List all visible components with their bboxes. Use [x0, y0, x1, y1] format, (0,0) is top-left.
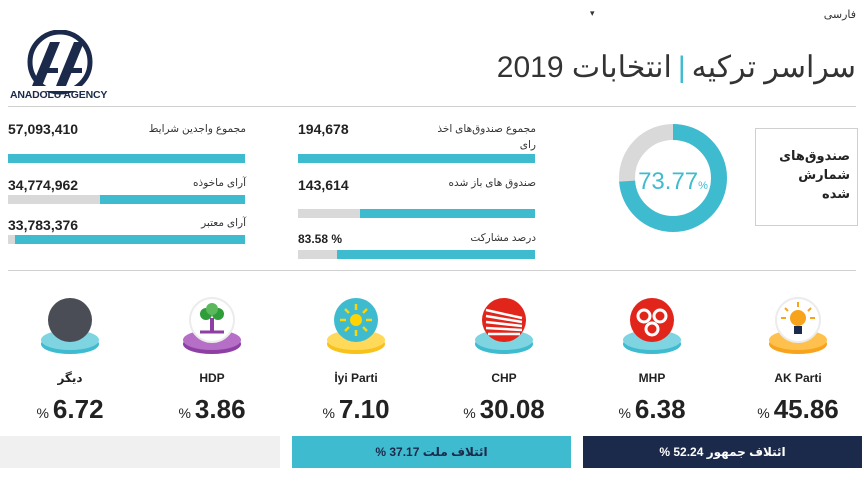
party-value: 30.08	[479, 394, 545, 424]
valid-votes-bar-fill	[15, 235, 245, 244]
iyi-parti-sun-logo-icon	[327, 298, 385, 354]
pct-sign: %	[618, 405, 631, 421]
party-name-ak-parti: AK Parti	[774, 371, 822, 385]
eligible-voters-bar-fill	[8, 154, 245, 163]
mhp-crescents-logo-icon	[623, 298, 681, 354]
counted-label-line-3: شده	[822, 186, 850, 201]
opened-boxes-bar-fill	[359, 209, 535, 218]
total-boxes-bar	[298, 154, 535, 163]
opened-boxes-label: صندوق های باز شده	[448, 177, 536, 189]
party-pct-other: % 6.72	[15, 394, 125, 425]
party-name-other: دیگر	[57, 371, 83, 385]
opened-boxes-bar	[298, 209, 535, 218]
title-separator: |	[677, 51, 686, 84]
party-value: 3.86	[194, 394, 246, 424]
other-circle-icon	[41, 298, 99, 354]
total-boxes-value: 194,678	[298, 121, 349, 137]
valid-votes-bar	[8, 235, 245, 244]
counted-boxes-donut	[619, 124, 727, 232]
eligible-voters-bar	[8, 154, 245, 163]
votes-cast-bar-fill	[100, 195, 245, 204]
valid-votes-label: آرای معتبر	[201, 217, 246, 229]
party-value: 7.10	[338, 394, 390, 424]
counted-percentage: 73.77%	[625, 168, 721, 196]
votes-cast-value: 34,774,962	[8, 177, 79, 193]
counted-label-line-2: شمارش	[798, 167, 850, 182]
party-value: 6.38	[634, 394, 686, 424]
turnout-bar	[298, 250, 535, 259]
counted-label-line-1: صندوق‌های	[779, 148, 850, 163]
language-selector-label[interactable]: فارسی	[823, 9, 856, 21]
party-name-iyi-parti: İyi Parti	[334, 371, 378, 385]
opened-boxes-value: 143,614	[298, 177, 349, 193]
page-title: سراسر ترکیه|انتخابات 2019	[440, 50, 856, 85]
header-divider	[8, 106, 856, 107]
party-pct-iyi-parti: % 7.10	[301, 394, 411, 425]
party-name-chp: CHP	[491, 371, 517, 385]
party-name-hdp: HDP	[199, 371, 225, 385]
pct-sign: %	[36, 405, 49, 421]
counted-unit: %	[698, 180, 708, 192]
pct-sign: %	[322, 405, 335, 421]
chp-arrows-logo-icon	[475, 298, 533, 354]
pct-sign: %	[463, 405, 476, 421]
valid-votes-value: 33,783,376	[8, 217, 79, 233]
party-pct-mhp: % 6.38	[597, 394, 707, 425]
pct-sign: %	[757, 405, 770, 421]
turnout-value: 83.58 %	[298, 232, 343, 246]
party-value: 45.86	[773, 394, 839, 424]
counted-value: 73.77	[638, 168, 699, 195]
eligible-voters-value: 57,093,410	[8, 121, 79, 137]
coalition-people-bar: ائتلاف جمهور 52.24 %	[583, 436, 862, 468]
title-main: سراسر ترکیه	[691, 51, 856, 84]
eligible-voters-label: مجموع واجدین شرایط	[148, 123, 246, 135]
total-boxes-label: مجموع صندوق‌های اخذ رای	[437, 123, 536, 151]
counted-boxes-label: صندوق‌های شمارش شده	[762, 146, 850, 203]
donut-progress-arc	[619, 124, 727, 232]
votes-cast-label: آرای ماخوذه	[193, 177, 246, 189]
total-boxes-bar-fill	[298, 154, 535, 163]
language-dropdown-caret-icon[interactable]: ▾	[590, 8, 595, 18]
votes-cast-bar	[8, 195, 245, 204]
section-divider	[8, 270, 856, 271]
hdp-tree-logo-icon	[183, 297, 241, 354]
coalition-other-bar	[0, 436, 280, 468]
coalition-nation-bar: ائتلاف ملت 37.17 %	[292, 436, 571, 468]
party-name-mhp: MHP	[638, 371, 666, 385]
turnout-label: درصد مشارکت	[470, 232, 536, 244]
ak-parti-bulb-logo-icon	[769, 297, 827, 354]
party-value: 6.72	[52, 394, 104, 424]
pct-sign: %	[178, 405, 191, 421]
party-pct-hdp: % 3.86	[157, 394, 267, 425]
party-pct-chp: % 30.08	[449, 394, 559, 425]
title-sub: انتخابات 2019	[496, 51, 672, 84]
party-pct-ak-parti: % 45.86	[743, 394, 853, 425]
logo-text: ANADOLU AGENCY	[10, 89, 108, 101]
turnout-bar-fill	[336, 250, 535, 259]
counted-boxes-label-box	[755, 128, 858, 226]
anadolu-agency-logo	[24, 30, 96, 95]
